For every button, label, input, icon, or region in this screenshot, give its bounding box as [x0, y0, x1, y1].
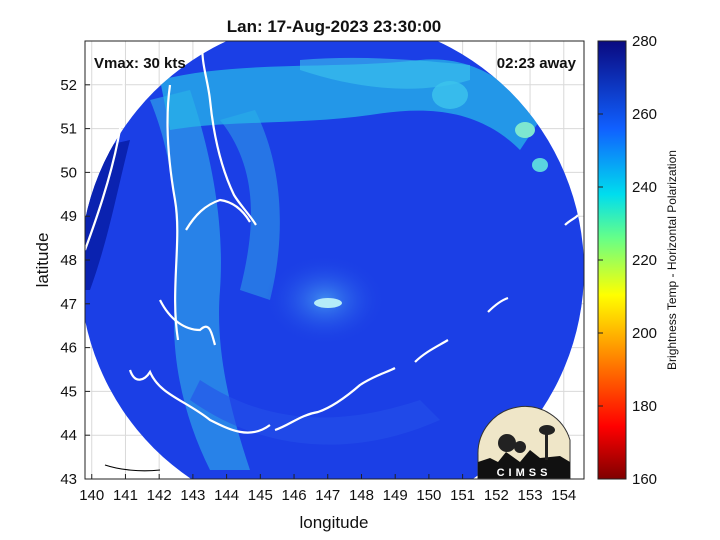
x-tick-label: 149 [383, 487, 408, 504]
x-tick-label: 153 [518, 487, 543, 504]
x-tick-label: 151 [450, 487, 475, 504]
coastline-highlight-layer [85, 41, 579, 434]
vmax-annotation: Vmax: 30 kts [94, 55, 186, 72]
imagery-layer [85, 41, 584, 479]
x-tick-label: 143 [180, 487, 205, 504]
y-tick-label: 50 [60, 164, 77, 181]
y-tick-label: 52 [60, 77, 77, 94]
colorbar-tick-labels: 160 180 200 220 240 260 280 [598, 33, 657, 488]
colorbar: 160 180 200 220 240 260 280 Brightness Temp - … [597, 33, 679, 488]
colorbar-tick-label: 280 [632, 33, 657, 50]
x-tick-label: 145 [248, 487, 273, 504]
logo-text: CIMSS [497, 467, 552, 479]
figure-title: Lan: 17-Aug-2023 23:30:00 [227, 17, 441, 36]
colorbar-tick-label: 200 [632, 325, 657, 342]
y-tick-label: 47 [60, 296, 77, 313]
x-tick-label: 142 [147, 487, 172, 504]
y-tick-label: 43 [60, 471, 77, 488]
x-tick-labels: 140 141 142 143 144 145 146 147 148 149 150 151 152 1… [79, 474, 576, 504]
plot-area: 140 141 142 143 144 145 146 147 148 149 150 151 152 1… [60, 40, 585, 504]
y-tick-label: 46 [60, 340, 77, 357]
x-tick-label: 146 [282, 487, 307, 504]
colorbar-tick-label: 240 [632, 179, 657, 196]
x-axis-label: longitude [299, 513, 368, 532]
colorbar-tick-label: 260 [632, 106, 657, 123]
x-tick-label: 152 [484, 487, 509, 504]
x-tick-label: 147 [315, 487, 340, 504]
y-tick-label: 48 [60, 252, 77, 269]
y-tick-label: 51 [60, 121, 77, 138]
colorbar-label: Brightness Temp - Horizontal Polarizatio… [665, 150, 679, 370]
colorbar-tick-label: 220 [632, 252, 657, 269]
y-tick-labels: 43 44 45 46 47 48 49 50 51 52 [60, 77, 90, 488]
y-tick-label: 49 [60, 208, 77, 225]
colorbar-tick-label: 180 [632, 398, 657, 415]
time-away-annotation: 02:23 away [497, 55, 577, 72]
x-tick-label: 140 [79, 487, 104, 504]
x-tick-label: 150 [416, 487, 441, 504]
y-tick-label: 44 [60, 427, 77, 444]
colorbar-tick-label: 160 [632, 471, 657, 488]
x-tick-label: 154 [551, 487, 576, 504]
cimss-logo: CIMSS [477, 406, 571, 479]
x-tick-label: 148 [349, 487, 374, 504]
x-tick-label: 141 [113, 487, 138, 504]
x-tick-label: 144 [214, 487, 239, 504]
y-tick-label: 45 [60, 383, 77, 400]
y-axis-label: latitude [33, 233, 52, 288]
